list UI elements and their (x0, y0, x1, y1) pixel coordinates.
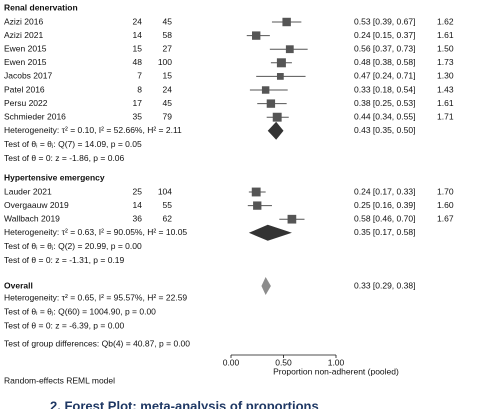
x-tick-label: 1.00 (328, 357, 345, 367)
caption: 2. Forest Plot: meta-analysis of proport… (50, 398, 319, 409)
pooled-diamond (248, 224, 292, 241)
study-marker (272, 112, 282, 122)
test-zero: Test of θ = 0: z = -1.31, p = 0.19 (4, 255, 125, 265)
study-name: Schmieder 2016 (4, 111, 66, 121)
study-name: Jacobs 2017 (4, 71, 52, 81)
sample-size: 62 (163, 213, 173, 223)
group-test: Test of group differences: Qb(4) = 40.87… (4, 338, 190, 348)
test-zero: Test of θ = 0: z = -6.39, p = 0.00 (4, 320, 125, 330)
x-axis-label: Proportion non-adherent (pooled) (273, 366, 399, 376)
ci-label: 0.33 [0.18, 0.54] (354, 84, 415, 94)
study-name: Ewen 2015 (4, 57, 47, 67)
test-equal: Test of θᵢ = θⱼ: Q(7) = 14.09, p = 0.05 (4, 139, 142, 149)
study-marker (251, 187, 261, 197)
pooled-diamond (261, 277, 271, 295)
study-marker (276, 58, 286, 68)
study-marker (252, 31, 261, 40)
ci-label: 0.24 [0.17, 0.33] (354, 186, 415, 196)
events: 35 (133, 111, 143, 121)
ci-label: 0.58 [0.46, 0.70] (354, 213, 415, 223)
sample-size: 100 (158, 57, 172, 67)
study-name: Azizi 2021 (4, 30, 43, 40)
ci-label: 0.56 [0.37, 0.73] (354, 43, 415, 53)
weight: 1.60 (437, 200, 454, 210)
pooled-ci-label: 0.35 [0.17, 0.58] (354, 227, 415, 237)
model-note: Random-effects REML model (4, 375, 115, 385)
events: 48 (133, 57, 143, 67)
events: 14 (133, 30, 143, 40)
weight: 1.61 (437, 30, 454, 40)
study-name: Overgaauw 2019 (4, 200, 69, 210)
study-name: Lauder 2021 (4, 186, 52, 196)
weight: 1.50 (437, 43, 454, 53)
events: 15 (133, 43, 143, 53)
study-marker (266, 99, 276, 108)
study-name: Persu 2022 (4, 98, 48, 108)
events: 24 (133, 16, 143, 26)
sample-size: 24 (163, 84, 173, 94)
x-tick-label: 0.00 (223, 357, 240, 367)
weight: 1.30 (437, 71, 454, 81)
events: 36 (133, 213, 143, 223)
heterogeneity: Heterogeneity: τ² = 0.10, I² = 52.66%, H… (4, 125, 182, 135)
x-tick-label: 0.50 (275, 357, 292, 367)
pooled-ci-label: 0.43 [0.35, 0.50] (354, 125, 415, 135)
heterogeneity: Heterogeneity: τ² = 0.63, I² = 90.05%, H… (4, 227, 187, 237)
ci-label: 0.48 [0.38, 0.58] (354, 57, 415, 67)
ci-label: 0.47 [0.24, 0.71] (354, 71, 415, 81)
weight: 1.71 (437, 111, 454, 121)
weight: 1.73 (437, 57, 454, 67)
ci-label: 0.44 [0.34, 0.55] (354, 111, 415, 121)
study-marker (282, 17, 291, 27)
events: 17 (133, 98, 143, 108)
weight: 1.70 (437, 186, 454, 196)
group-title: Renal denervation (4, 2, 78, 12)
events: 7 (137, 71, 142, 81)
weight: 1.43 (437, 84, 454, 94)
study-marker (261, 86, 270, 94)
ci-label: 0.38 [0.25, 0.53] (354, 98, 415, 108)
study-marker (253, 201, 262, 210)
sample-size: 104 (158, 186, 172, 196)
study-name: Wallbach 2019 (4, 213, 60, 223)
study-marker (287, 214, 297, 224)
events: 8 (137, 84, 142, 94)
weight: 1.67 (437, 213, 454, 223)
sample-size: 45 (163, 16, 173, 26)
ci-label: 0.24 [0.15, 0.37] (354, 30, 415, 40)
pooled-ci-label: 0.33 [0.29, 0.38] (354, 280, 415, 290)
study-name: Patel 2016 (4, 84, 45, 94)
study-marker (285, 45, 294, 54)
sample-size: 15 (163, 71, 173, 81)
study-name: Azizi 2016 (4, 16, 43, 26)
group-title: Hypertensive emergency (4, 172, 105, 182)
ci-label: 0.53 [0.39, 0.67] (354, 16, 415, 26)
sample-size: 27 (163, 43, 173, 53)
sample-size: 58 (163, 30, 173, 40)
test-equal: Test of θᵢ = θⱼ: Q(60) = 1004.90, p = 0.… (4, 306, 156, 316)
sample-size: 55 (163, 200, 173, 210)
weight: 1.61 (437, 98, 454, 108)
ci-label: 0.25 [0.16, 0.39] (354, 200, 415, 210)
weight: 1.62 (437, 16, 454, 26)
sample-size: 79 (163, 111, 173, 121)
overall-title: Overall (4, 280, 33, 290)
sample-size: 45 (163, 98, 173, 108)
events: 14 (133, 200, 143, 210)
test-equal: Test of θᵢ = θⱼ: Q(2) = 20.99, p = 0.00 (4, 241, 142, 251)
events: 25 (133, 186, 143, 196)
pooled-diamond (267, 121, 284, 140)
study-marker (276, 73, 284, 80)
test-zero: Test of θ = 0: z = -1.86, p = 0.06 (4, 153, 125, 163)
study-name: Ewen 2015 (4, 43, 47, 53)
heterogeneity: Heterogeneity: τ² = 0.65, I² = 95.57%, H… (4, 292, 187, 302)
